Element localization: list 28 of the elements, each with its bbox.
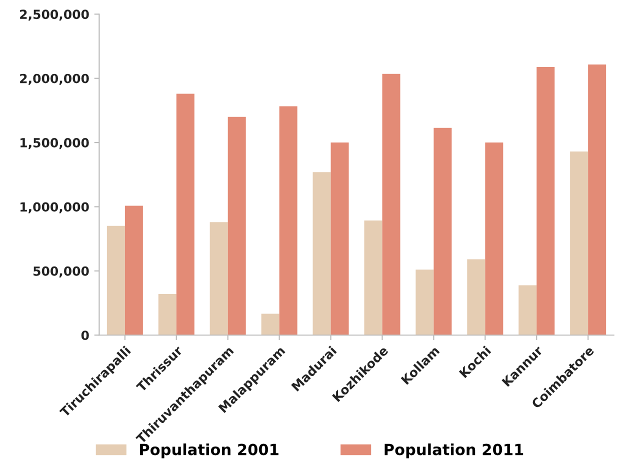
bar <box>176 94 194 336</box>
bar <box>364 220 382 336</box>
bar <box>124 206 143 336</box>
bar <box>467 259 486 336</box>
bar <box>312 172 331 336</box>
legend-label: Population 2001 <box>140 443 278 458</box>
bar <box>228 116 246 336</box>
bar <box>416 270 434 336</box>
bar <box>330 142 349 336</box>
bar <box>588 64 606 336</box>
bar <box>261 314 280 336</box>
bar <box>210 222 228 336</box>
y-tick-label: 1,500,000 <box>20 138 89 150</box>
bar <box>158 294 176 336</box>
bar <box>536 67 555 336</box>
y-tick-label: 500,000 <box>34 266 89 278</box>
bar <box>106 226 125 336</box>
bar <box>382 74 400 336</box>
legend-label: Population 2011 <box>384 443 524 458</box>
bar <box>570 152 588 336</box>
y-tick-label: 2,000,000 <box>20 74 89 85</box>
y-tick-label: 2,500,000 <box>20 10 89 21</box>
bar <box>279 106 298 336</box>
y-tick-label: 1,000,000 <box>20 202 89 214</box>
bar <box>485 142 504 336</box>
y-tick-label: 0 <box>81 330 89 340</box>
bar <box>518 285 537 336</box>
bar <box>434 128 452 336</box>
